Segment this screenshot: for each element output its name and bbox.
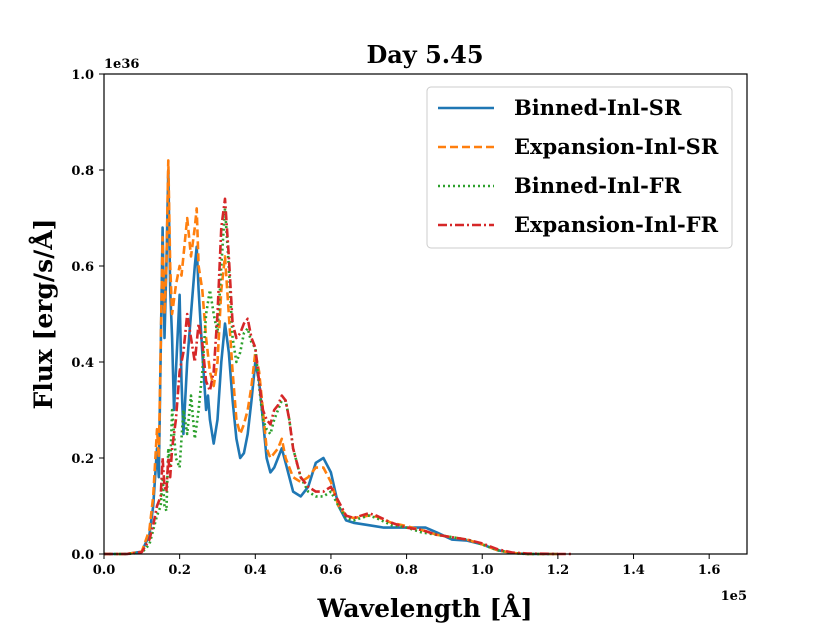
- x-tick-label: 0.8: [395, 563, 418, 578]
- x-axis-title: Wavelength [Å]: [316, 594, 532, 623]
- x-axis: 0.0 0.2 0.4 0.6 0.8 1.0 1.2 1.4 1.6: [93, 554, 721, 578]
- plot-frame: [103, 73, 748, 555]
- series-layer: [104, 159, 573, 556]
- y-tick-label: 0.6: [71, 260, 94, 275]
- y-axis: 0.0 0.2 0.4 0.6 0.8 1.0: [71, 68, 104, 563]
- y-tick-label: 0.2: [71, 452, 94, 467]
- legend: Binned-Inl-SR Expansion-Inl-SR Binned-Inl-…: [426, 86, 733, 249]
- y-tick-label: 0.4: [71, 356, 94, 371]
- x-tick-label: 0.6: [320, 563, 343, 578]
- y-tick-label: 0.0: [71, 548, 94, 563]
- y-offset-label: 1e36: [104, 57, 139, 72]
- x-tick-label: 0.0: [93, 563, 116, 578]
- x-offset-label: 1e5: [721, 589, 747, 604]
- legend-box: [426, 86, 733, 249]
- chart-title: Day 5.45: [366, 40, 483, 69]
- legend-label-4: Expansion-Inl-FR: [514, 212, 719, 237]
- x-tick-label: 0.4: [244, 563, 267, 578]
- legend-label-2: Expansion-Inl-SR: [514, 134, 719, 159]
- x-tick-label: 1.4: [622, 563, 645, 578]
- y-axis-title: Flux [erg/s/Å]: [29, 219, 58, 410]
- series-line-4: [104, 197, 573, 556]
- x-tick-label: 1.2: [547, 563, 570, 578]
- y-tick-label: 0.8: [71, 164, 94, 179]
- legend-label-3: Binned-Inl-FR: [514, 173, 682, 198]
- x-tick-label: 0.2: [168, 563, 191, 578]
- legend-label-1: Binned-Inl-SR: [514, 95, 682, 120]
- x-tick-label: 1.6: [698, 563, 721, 578]
- y-tick-label: 1.0: [71, 68, 94, 83]
- x-tick-label: 1.0: [471, 563, 494, 578]
